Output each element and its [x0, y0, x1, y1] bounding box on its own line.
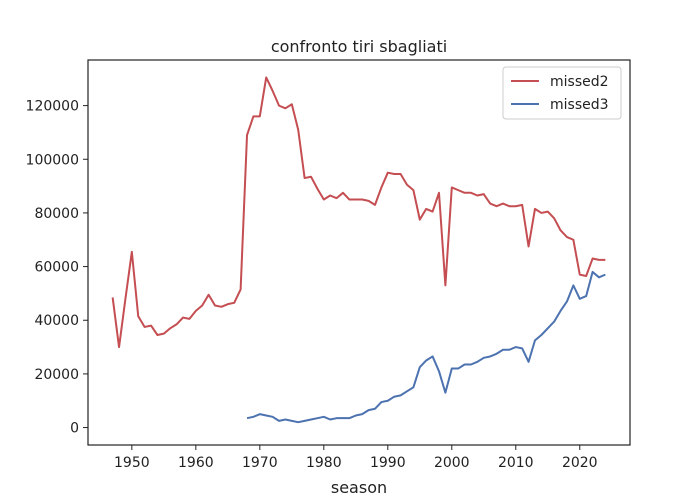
x-tick-label: 1970 [242, 455, 278, 471]
x-tick-label: 1960 [178, 455, 214, 471]
x-tick-label: 1980 [306, 455, 342, 471]
plot-area [87, 59, 631, 446]
x-tick-label: 2020 [562, 455, 598, 471]
x-axis: 1950 1960 1970 1980 1990 2000 2010 2020 [114, 445, 598, 471]
legend-label-missed2: missed2 [550, 74, 609, 90]
y-tick-label: 40000 [34, 313, 79, 329]
series-line-missed2 [111, 76, 606, 349]
legend: missed2 missed3 [502, 66, 622, 120]
y-tick-label: 100000 [26, 152, 79, 168]
series-line-missed3 [246, 270, 606, 424]
y-tick-label: 0 [70, 421, 79, 437]
y-tick-label: 80000 [34, 206, 79, 222]
chart-title: confronto tiri sbagliati [271, 37, 447, 56]
y-tick-label: 120000 [26, 99, 79, 115]
x-tick-label: 1950 [114, 455, 150, 471]
x-tick-label: 2010 [498, 455, 534, 471]
x-tick-label: 2000 [434, 455, 470, 471]
series-group [111, 76, 606, 424]
y-tick-label: 60000 [34, 260, 79, 276]
x-tick-label: 1990 [370, 455, 406, 471]
x-axis-label: season [331, 478, 387, 497]
legend-label-missed3: missed3 [550, 97, 609, 113]
y-tick-label: 20000 [34, 367, 79, 383]
y-axis: 0 20000 40000 60000 80000 100000 120000 [26, 99, 88, 437]
